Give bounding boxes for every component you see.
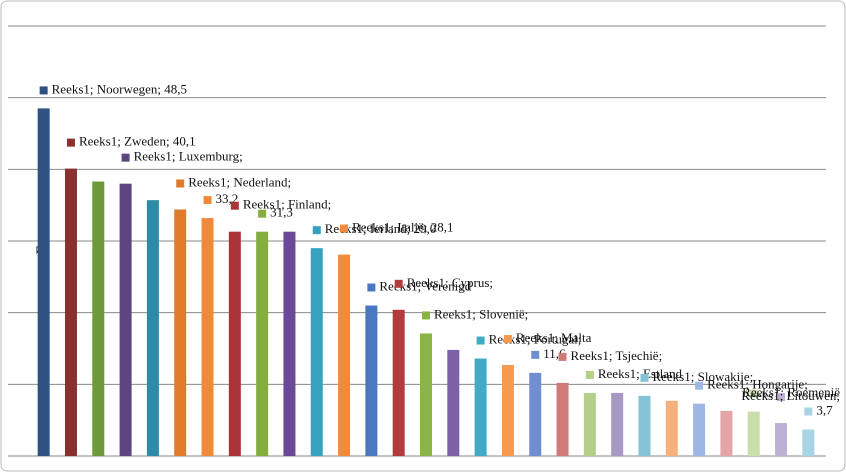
label-key <box>367 283 376 292</box>
bar <box>256 231 269 456</box>
label-key <box>503 334 512 343</box>
bar <box>501 364 514 456</box>
label-key <box>777 393 786 402</box>
data-label: Reeks1; Roemenië <box>742 385 840 400</box>
label-key <box>531 350 540 359</box>
data-label: 3,7 <box>816 402 833 417</box>
bar <box>611 392 624 456</box>
bar <box>146 200 159 456</box>
bar <box>392 309 405 456</box>
label-key <box>749 389 758 398</box>
bar <box>775 423 788 456</box>
bar <box>283 231 296 456</box>
label-key <box>695 381 704 390</box>
data-label: Reeks1; Slovenië; <box>434 306 528 321</box>
bar <box>420 333 432 456</box>
data-label: Reeks1; Noorwegen; 48,5 <box>52 81 187 96</box>
bar <box>665 400 678 456</box>
label-key <box>203 196 212 205</box>
label-key <box>640 373 649 382</box>
data-label: Reeks1; Hongarije; <box>707 377 808 392</box>
bar <box>693 403 706 456</box>
data-label: Reeks1; Slowakije; <box>652 369 753 384</box>
label-key <box>476 336 485 345</box>
bar <box>92 181 105 456</box>
label-key <box>422 311 430 320</box>
label-key <box>230 201 239 210</box>
data-label: Reeks1; Litouwen; <box>741 388 840 403</box>
bar <box>174 209 187 456</box>
label-key <box>258 209 267 218</box>
bar <box>583 392 596 456</box>
data-label: Reeks1; Estland <box>598 366 683 381</box>
label-key <box>340 224 349 233</box>
label-key <box>394 279 403 288</box>
label-key <box>558 352 567 361</box>
bar <box>802 429 815 456</box>
bar <box>556 382 569 456</box>
label-key <box>312 226 321 235</box>
bar <box>310 248 323 456</box>
data-label: Reeks1; Italië; 28,1 <box>352 220 453 235</box>
data-label: Reeks1; Ierland; 29,0 <box>325 221 437 236</box>
bar <box>338 254 351 456</box>
data-label: Reeks1; Luxemburg; <box>134 149 243 164</box>
bar <box>447 349 460 456</box>
bar <box>529 372 542 456</box>
data-label: Reeks1; Tsjechië; <box>571 348 663 363</box>
label-key <box>585 370 594 379</box>
bar <box>365 305 378 456</box>
data-label: Reeks1; Nederland; <box>188 174 291 189</box>
bar <box>119 183 132 456</box>
label-key <box>66 138 75 147</box>
label-key <box>39 86 48 95</box>
bar <box>747 411 760 456</box>
bar <box>638 395 651 456</box>
data-label: Reeks1; Cyprus; <box>407 275 493 290</box>
data-label: 31,3 <box>270 205 293 220</box>
label-key <box>121 153 130 162</box>
bar <box>720 410 733 456</box>
label-key <box>804 407 813 416</box>
data-label: Reeks1; Zweden; 40,1 <box>79 134 196 149</box>
data-label: Reeks1; Finland; <box>243 197 331 212</box>
bar <box>201 218 214 456</box>
label-key <box>176 179 185 188</box>
bar <box>474 358 487 456</box>
bar <box>37 108 50 457</box>
bar <box>64 168 77 456</box>
data-label: Reeks1; Malta <box>516 330 592 345</box>
bar <box>228 231 241 456</box>
